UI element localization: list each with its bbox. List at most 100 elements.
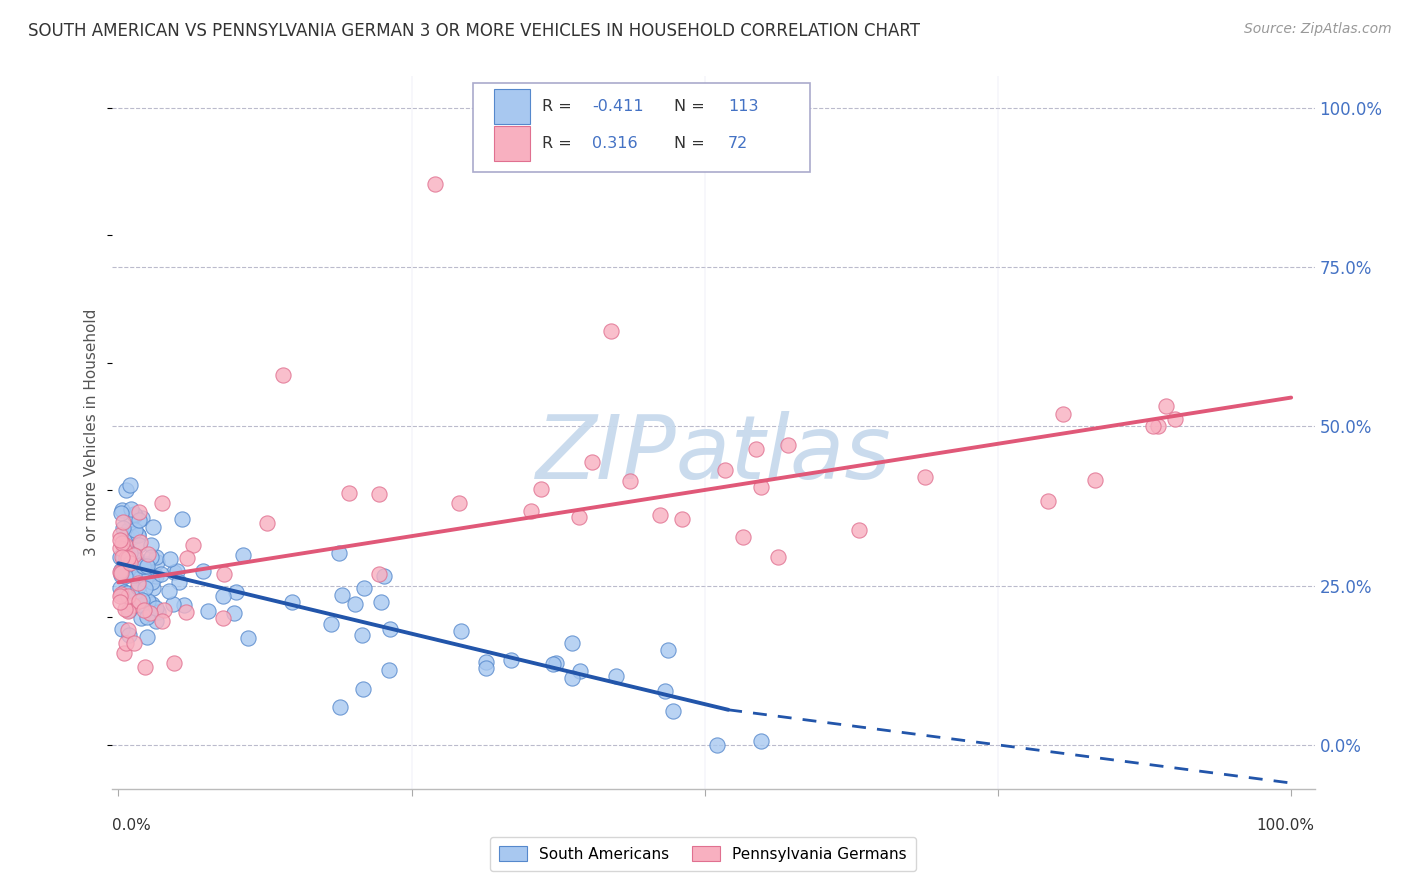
Point — [530, 483, 553, 497]
Point — [128, 593, 150, 607]
FancyBboxPatch shape — [494, 127, 530, 161]
Point — [128, 558, 150, 572]
Point — [108, 528, 131, 542]
Point — [150, 614, 173, 628]
Point — [135, 557, 157, 571]
Point — [145, 555, 167, 569]
Point — [174, 605, 197, 619]
Point — [129, 611, 152, 625]
Point — [108, 533, 131, 548]
Point — [176, 550, 198, 565]
Point — [112, 562, 135, 576]
Point — [163, 566, 186, 580]
Point — [128, 535, 150, 549]
Point — [146, 605, 169, 619]
FancyBboxPatch shape — [494, 89, 530, 124]
Point — [447, 496, 470, 510]
Point — [1147, 418, 1170, 433]
Point — [118, 628, 141, 642]
Point — [848, 523, 870, 537]
Point — [654, 683, 676, 698]
Text: R =: R = — [541, 99, 576, 114]
Point — [122, 636, 145, 650]
Point — [108, 566, 131, 580]
Point — [134, 602, 156, 616]
Point — [378, 663, 401, 677]
Point — [117, 623, 139, 637]
Text: 72: 72 — [728, 136, 748, 151]
Point — [706, 738, 728, 752]
Point — [271, 368, 294, 383]
Point — [749, 480, 772, 494]
Point — [121, 530, 143, 544]
Point — [108, 581, 131, 595]
Point — [567, 509, 589, 524]
Point — [122, 598, 145, 612]
Point — [173, 598, 195, 612]
Point — [600, 324, 623, 338]
Point — [236, 631, 259, 645]
Point — [321, 616, 343, 631]
Point — [117, 550, 139, 565]
Point — [118, 546, 141, 560]
Text: ZIPatlas: ZIPatlas — [536, 411, 891, 497]
Point — [110, 563, 132, 577]
Point — [128, 513, 150, 527]
Point — [280, 594, 302, 608]
Point — [127, 528, 149, 542]
Point — [145, 601, 167, 615]
Point — [122, 507, 145, 521]
Point — [141, 550, 163, 565]
Point — [475, 655, 498, 669]
Point — [124, 508, 146, 522]
Text: 113: 113 — [728, 99, 758, 114]
Point — [256, 516, 278, 530]
Point — [367, 487, 389, 501]
Point — [110, 506, 132, 520]
Point — [115, 527, 138, 541]
Point — [117, 589, 139, 603]
Point — [671, 512, 693, 526]
Point — [112, 585, 135, 599]
Point — [378, 623, 401, 637]
Point — [499, 653, 522, 667]
Point — [124, 523, 146, 537]
Point — [224, 606, 246, 620]
Point — [714, 463, 737, 477]
Point — [131, 598, 153, 612]
Point — [111, 503, 134, 517]
Y-axis label: 3 or more Vehicles in Household: 3 or more Vehicles in Household — [84, 309, 100, 557]
Point — [112, 521, 135, 535]
Point — [111, 536, 134, 550]
Point — [117, 524, 139, 538]
Point — [561, 636, 583, 650]
Point — [149, 566, 172, 581]
Point — [145, 615, 167, 629]
Point — [142, 519, 165, 533]
Point — [124, 585, 146, 599]
Point — [117, 557, 139, 571]
Point — [124, 559, 146, 574]
Text: 100.0%: 100.0% — [1257, 818, 1315, 832]
FancyBboxPatch shape — [472, 83, 810, 172]
Point — [766, 549, 789, 564]
Point — [212, 611, 235, 625]
Point — [581, 455, 603, 469]
Point — [134, 659, 156, 673]
Point — [120, 502, 142, 516]
Point — [122, 548, 145, 562]
Point — [159, 552, 181, 566]
Point — [191, 564, 214, 578]
Point — [657, 643, 679, 657]
Point — [114, 601, 136, 615]
Point — [114, 538, 136, 552]
Point — [225, 585, 247, 599]
Point — [120, 556, 142, 570]
Point — [163, 656, 186, 670]
Point — [212, 589, 235, 603]
Point — [352, 681, 374, 696]
Point — [145, 569, 167, 583]
Point — [166, 564, 188, 578]
Point — [344, 597, 367, 611]
Point — [111, 622, 134, 636]
